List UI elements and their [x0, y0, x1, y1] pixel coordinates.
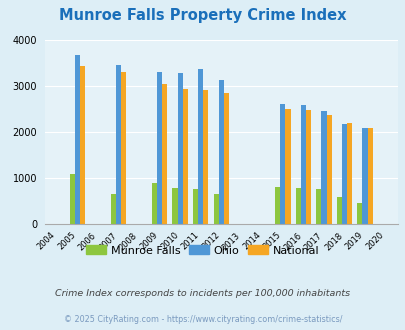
- Bar: [279, 104, 285, 224]
- Bar: [275, 187, 279, 224]
- Bar: [315, 188, 321, 224]
- Bar: [213, 194, 218, 224]
- Bar: [336, 197, 341, 224]
- Bar: [80, 66, 85, 224]
- Bar: [151, 183, 157, 224]
- Bar: [341, 124, 346, 224]
- Text: Crime Index corresponds to incidents per 100,000 inhabitants: Crime Index corresponds to incidents per…: [55, 289, 350, 298]
- Bar: [75, 55, 80, 224]
- Bar: [321, 111, 326, 224]
- Bar: [177, 73, 182, 224]
- Bar: [70, 174, 75, 224]
- Bar: [116, 65, 121, 224]
- Bar: [172, 188, 177, 224]
- Bar: [326, 115, 331, 224]
- Bar: [203, 90, 208, 224]
- Bar: [157, 72, 162, 224]
- Bar: [285, 109, 290, 224]
- Bar: [295, 188, 300, 224]
- Bar: [223, 93, 228, 224]
- Bar: [198, 69, 203, 224]
- Bar: [111, 194, 116, 224]
- Text: © 2025 CityRating.com - https://www.cityrating.com/crime-statistics/: © 2025 CityRating.com - https://www.city…: [64, 315, 341, 324]
- Bar: [218, 81, 223, 224]
- Bar: [346, 123, 351, 224]
- Bar: [192, 189, 198, 224]
- Bar: [121, 72, 126, 224]
- Bar: [367, 128, 372, 224]
- Bar: [362, 128, 367, 224]
- Legend: Munroe Falls, Ohio, National: Munroe Falls, Ohio, National: [82, 241, 323, 260]
- Bar: [300, 105, 305, 224]
- Bar: [182, 88, 188, 224]
- Bar: [305, 110, 310, 224]
- Bar: [162, 84, 167, 224]
- Text: Munroe Falls Property Crime Index: Munroe Falls Property Crime Index: [59, 8, 346, 23]
- Bar: [356, 203, 362, 224]
